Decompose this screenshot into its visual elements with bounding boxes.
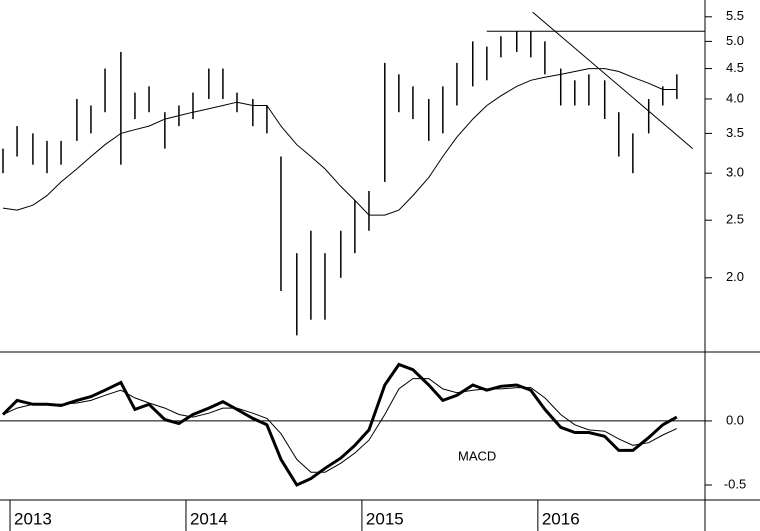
y-tick-label: 4.5: [726, 60, 744, 75]
y-tick-label: 4.0: [726, 90, 744, 105]
y-tick-label: 3.5: [726, 125, 744, 140]
y-tick-label: 0.0: [726, 412, 744, 427]
macd-line: [1, 362, 678, 487]
y-tick-label: 5.5: [726, 8, 744, 23]
annotation: MACD: [458, 448, 496, 463]
y-tick-label: 5.0: [726, 33, 744, 48]
y-tick-label: 2.0: [726, 269, 744, 284]
x-tick-label: 2013: [14, 509, 52, 528]
signal-line: [2, 378, 678, 473]
x-tick-label: 2015: [366, 509, 404, 528]
x-tick-label: 2014: [190, 509, 228, 528]
x-tick-label: 2016: [542, 509, 580, 528]
y-tick-label: -0.5: [724, 476, 746, 491]
moving-average: [2, 68, 677, 216]
y-tick-label: 3.0: [726, 165, 744, 180]
y-tick-label: 2.5: [726, 212, 744, 227]
trend-line: [532, 11, 694, 149]
